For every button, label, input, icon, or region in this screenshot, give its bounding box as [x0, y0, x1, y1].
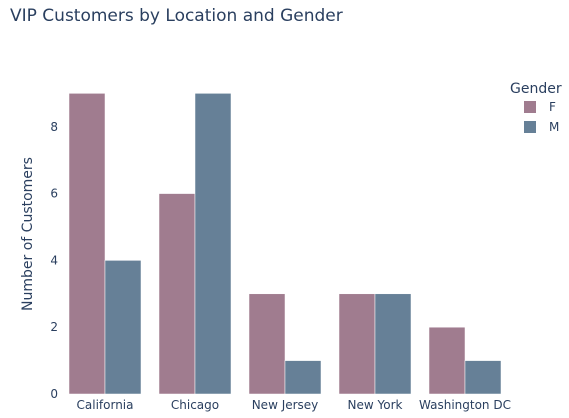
legend-title: Gender — [510, 81, 562, 97]
y-tick-label: 4 — [50, 253, 58, 267]
x-tick-label: New Jersey — [252, 398, 319, 412]
x-tick-label: Washington DC — [419, 398, 511, 412]
x-tick-label: New York — [348, 398, 403, 412]
y-tick-label: 2 — [50, 320, 58, 334]
bar-m-new-york — [374, 293, 412, 395]
bar-f-new-jersey — [248, 293, 286, 395]
y-axis-ticks: 0 2 4 6 8 — [50, 120, 58, 401]
bar-f-california — [68, 93, 106, 395]
legend-label-f[interactable]: F — [549, 100, 556, 114]
bar-f-chicago — [158, 193, 196, 395]
x-axis-ticks: California Chicago New Jersey New York Washi… — [77, 398, 511, 412]
y-tick-label: 6 — [50, 187, 58, 201]
y-tick-label: 8 — [50, 120, 58, 134]
bar-m-washington-dc — [464, 360, 502, 395]
legend: Gender FM — [510, 81, 562, 134]
bar-f-new-york — [338, 293, 376, 395]
y-axis-title: Number of Customers — [20, 157, 36, 311]
bars-layer — [68, 93, 502, 395]
legend-label-m[interactable]: M — [549, 120, 559, 134]
x-tick-label: California — [77, 398, 134, 412]
legend-swatch-f[interactable] — [524, 101, 536, 113]
bar-m-new-jersey — [284, 360, 322, 395]
chart-title: VIP Customers by Location and Gender — [10, 6, 343, 26]
legend-swatch-m[interactable] — [524, 121, 536, 133]
bar-m-california — [104, 260, 142, 395]
bar-m-chicago — [194, 93, 232, 395]
bar-f-washington-dc — [428, 326, 466, 395]
x-tick-label: Chicago — [171, 398, 219, 412]
y-tick-label: 0 — [50, 387, 58, 401]
